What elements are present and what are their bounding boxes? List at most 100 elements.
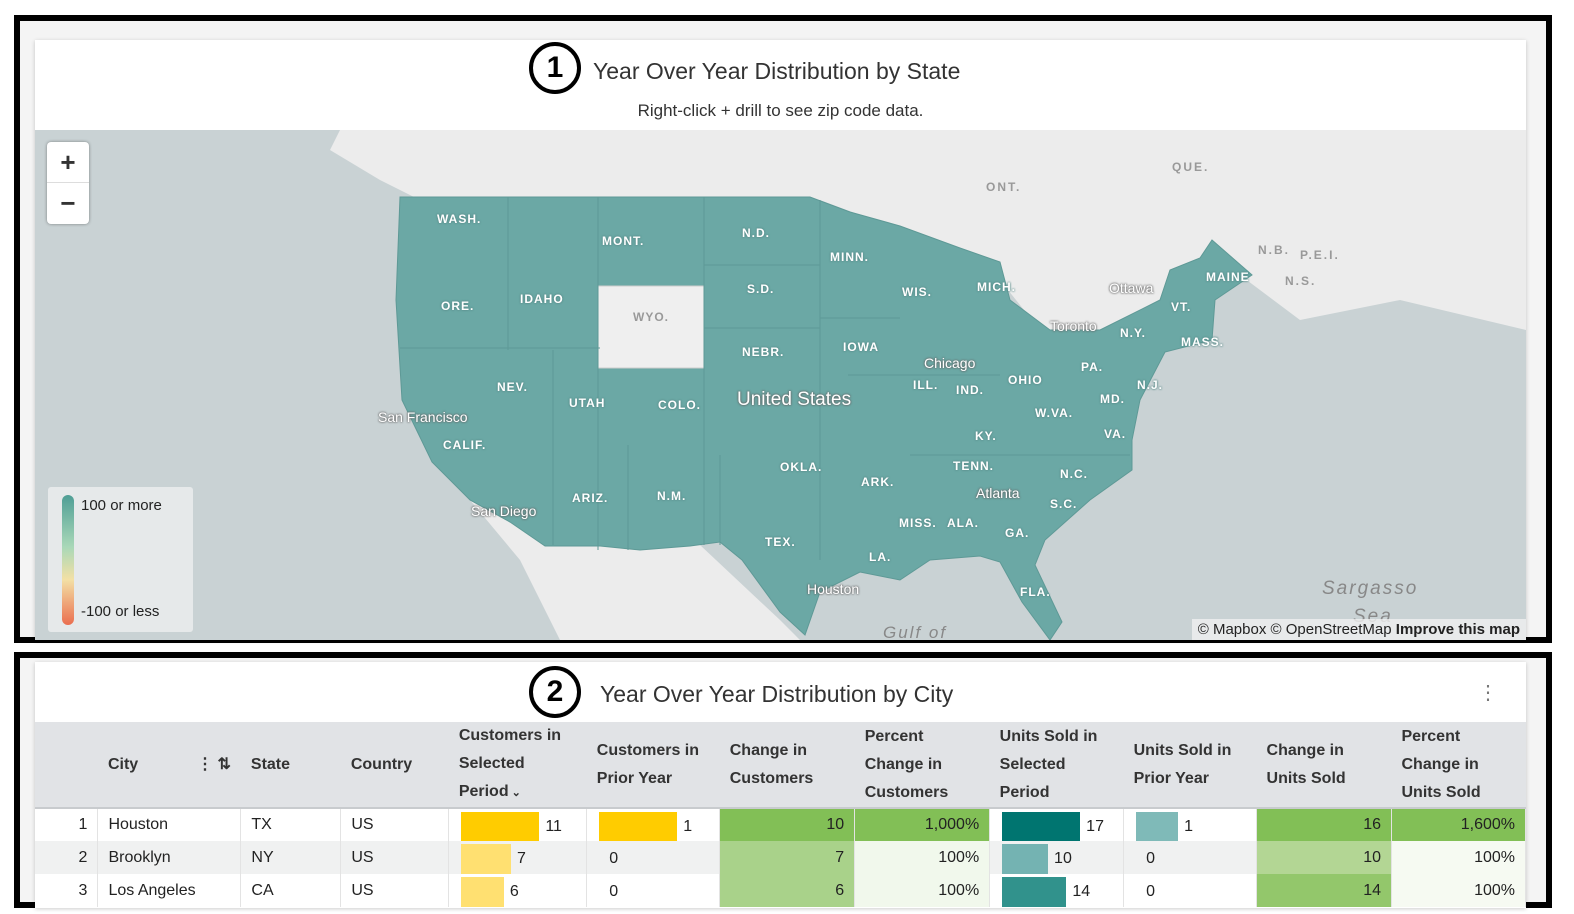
cell-pct-change-units: 100% (1391, 841, 1526, 874)
map-title: Year Over Year Distribution by State (593, 58, 961, 84)
state-label: N.M. (657, 489, 687, 503)
zoom-in-button[interactable]: + (47, 142, 89, 183)
row-number: 1 (35, 808, 99, 841)
col-units-selected[interactable]: Units Sold in Selected Period (989, 722, 1124, 809)
cell-country: US (340, 874, 450, 907)
state-label: PA. (1081, 360, 1104, 374)
cell-value: 0 (1146, 850, 1156, 867)
cell-change-customers: 10 (719, 808, 856, 841)
city-label: Chicago (924, 355, 976, 371)
col-pct-change-units[interactable]: Percent Change in Units Sold (1391, 722, 1526, 809)
state-label: UTAH (569, 396, 606, 410)
state-label: MONT. (602, 234, 645, 248)
state-label: OKLA. (780, 460, 823, 474)
state-label: VT. (1171, 300, 1192, 314)
data-bar (1002, 812, 1081, 842)
state-label: COLO. (658, 398, 701, 412)
col-change-units[interactable]: Change in Units Sold (1256, 722, 1392, 809)
state-label: MICH. (977, 280, 1016, 294)
state-label: S.D. (747, 282, 775, 296)
cell-city[interactable]: Brooklyn (97, 841, 242, 874)
state-label: WASH. (437, 212, 482, 226)
state-label: OHIO (1008, 373, 1043, 387)
cell-value: 17 (1086, 818, 1104, 835)
osm-link[interactable]: © OpenStreetMap (1270, 621, 1392, 638)
kebab-icon[interactable]: ⋮ (1478, 682, 1498, 704)
sort-icon[interactable]: ⇅ (217, 755, 231, 773)
state-label: IOWA (843, 340, 879, 354)
cell-change-customers: 6 (719, 874, 856, 907)
panel-number-badge: 1 (529, 42, 581, 94)
legend-min: -100 or less (81, 603, 160, 620)
table-row[interactable]: 3 Los Angeles CA US 6 0 6 100% 14 0 14 1… (35, 874, 1526, 907)
legend-gradient (62, 495, 74, 625)
cell-customers-prior: 0 (586, 841, 721, 874)
row-number: 3 (35, 874, 99, 907)
legend-max: 100 or more (81, 497, 162, 514)
table-row[interactable]: 2 Brooklyn NY US 7 0 7 100% 10 0 10 100% (35, 841, 1526, 874)
cell-value: 6 (509, 883, 519, 900)
cell-customers-selected: 11 (448, 808, 588, 842)
sort-desc-icon[interactable]: ⌄ (508, 787, 521, 799)
cell-state: CA (240, 874, 342, 907)
province-label: N.S. (1285, 274, 1317, 288)
city-label: Ottawa (1109, 280, 1154, 296)
mapbox-link[interactable]: © Mapbox (1197, 621, 1267, 638)
city-label: Toronto (1050, 318, 1097, 334)
improve-map-link[interactable]: Improve this map (1395, 621, 1520, 638)
province-label: QUE. (1172, 160, 1210, 174)
cell-country: US (340, 808, 450, 841)
cell-value: 11 (545, 818, 562, 835)
zoom-out-button[interactable]: − (60, 188, 76, 218)
map-legend: 100 or more -100 or less (48, 487, 193, 632)
land-north (330, 130, 1526, 350)
column-menu-icon[interactable]: ⋮ (197, 755, 214, 773)
cell-units-selected: 14 (989, 874, 1125, 907)
cell-pct-change-customers: 100% (854, 841, 991, 874)
col-change-customers[interactable]: Change in Customers (719, 722, 855, 809)
cell-city[interactable]: Houston (97, 808, 242, 841)
cell-customers-selected: 6 (448, 874, 588, 907)
cell-change-units: 16 (1256, 808, 1392, 841)
city-label: San Diego (471, 503, 537, 519)
state-label: IND. (956, 383, 984, 397)
cell-pct-change-units: 100% (1391, 874, 1526, 907)
state-label: MASS. (1181, 335, 1225, 349)
data-bar (461, 877, 504, 907)
cell-change-customers: 7 (719, 841, 856, 874)
col-city[interactable]: City ⋮ ⇅ (97, 722, 241, 809)
cell-value: 14 (1072, 883, 1091, 900)
col-pct-change-customers[interactable]: Percent Change in Customers (854, 722, 990, 809)
table-row[interactable]: 1 Houston TX US 11 1 10 1,000% 17 1 16 1… (35, 808, 1526, 842)
cell-city[interactable]: Los Angeles (97, 874, 242, 907)
state-label: IDAHO (520, 292, 564, 306)
city-table: City ⋮ ⇅ State Country Customers in Selec… (35, 722, 1526, 907)
cell-units-prior: 0 (1123, 841, 1258, 874)
cell-value: 1 (683, 818, 693, 835)
col-units-prior[interactable]: Units Sold in Prior Year (1123, 722, 1257, 809)
state-label: S.C. (1050, 497, 1078, 511)
cell-change-units: 14 (1256, 874, 1392, 907)
state-label: N.C. (1060, 467, 1088, 481)
col-customers-prior[interactable]: Customers in Prior Year (586, 722, 720, 809)
cell-pct-change-customers: 1,000% (854, 808, 991, 841)
col-country[interactable]: Country (340, 722, 449, 809)
province-label: P.E.I. (1300, 248, 1340, 262)
cell-value: 0 (609, 883, 619, 900)
col-city-label: City (107, 755, 139, 773)
gulf-label: Gulf of (883, 623, 948, 640)
data-bar (1136, 812, 1179, 842)
cell-value: 1 (1184, 818, 1194, 835)
city-table-card: 2 Year Over Year Distribution by City ⋮ … (35, 662, 1526, 908)
col-state[interactable]: State (240, 722, 341, 809)
col-customers-selected[interactable]: Customers in Selected Period ⌄ (448, 722, 587, 809)
state-label: MD. (1100, 392, 1125, 406)
state-label: ILL. (913, 378, 939, 392)
province-label: N.B. (1258, 243, 1290, 257)
city-label: San Francisco (378, 409, 468, 425)
col-rownum (35, 722, 98, 809)
cell-state: TX (240, 808, 342, 841)
choropleth-map[interactable]: + − WASH. MONT. N.D. MINN. ORE. IDAHO WY… (35, 130, 1526, 640)
table-title: Year Over Year Distribution by City (600, 681, 954, 707)
state-label: ARK. (861, 475, 895, 489)
